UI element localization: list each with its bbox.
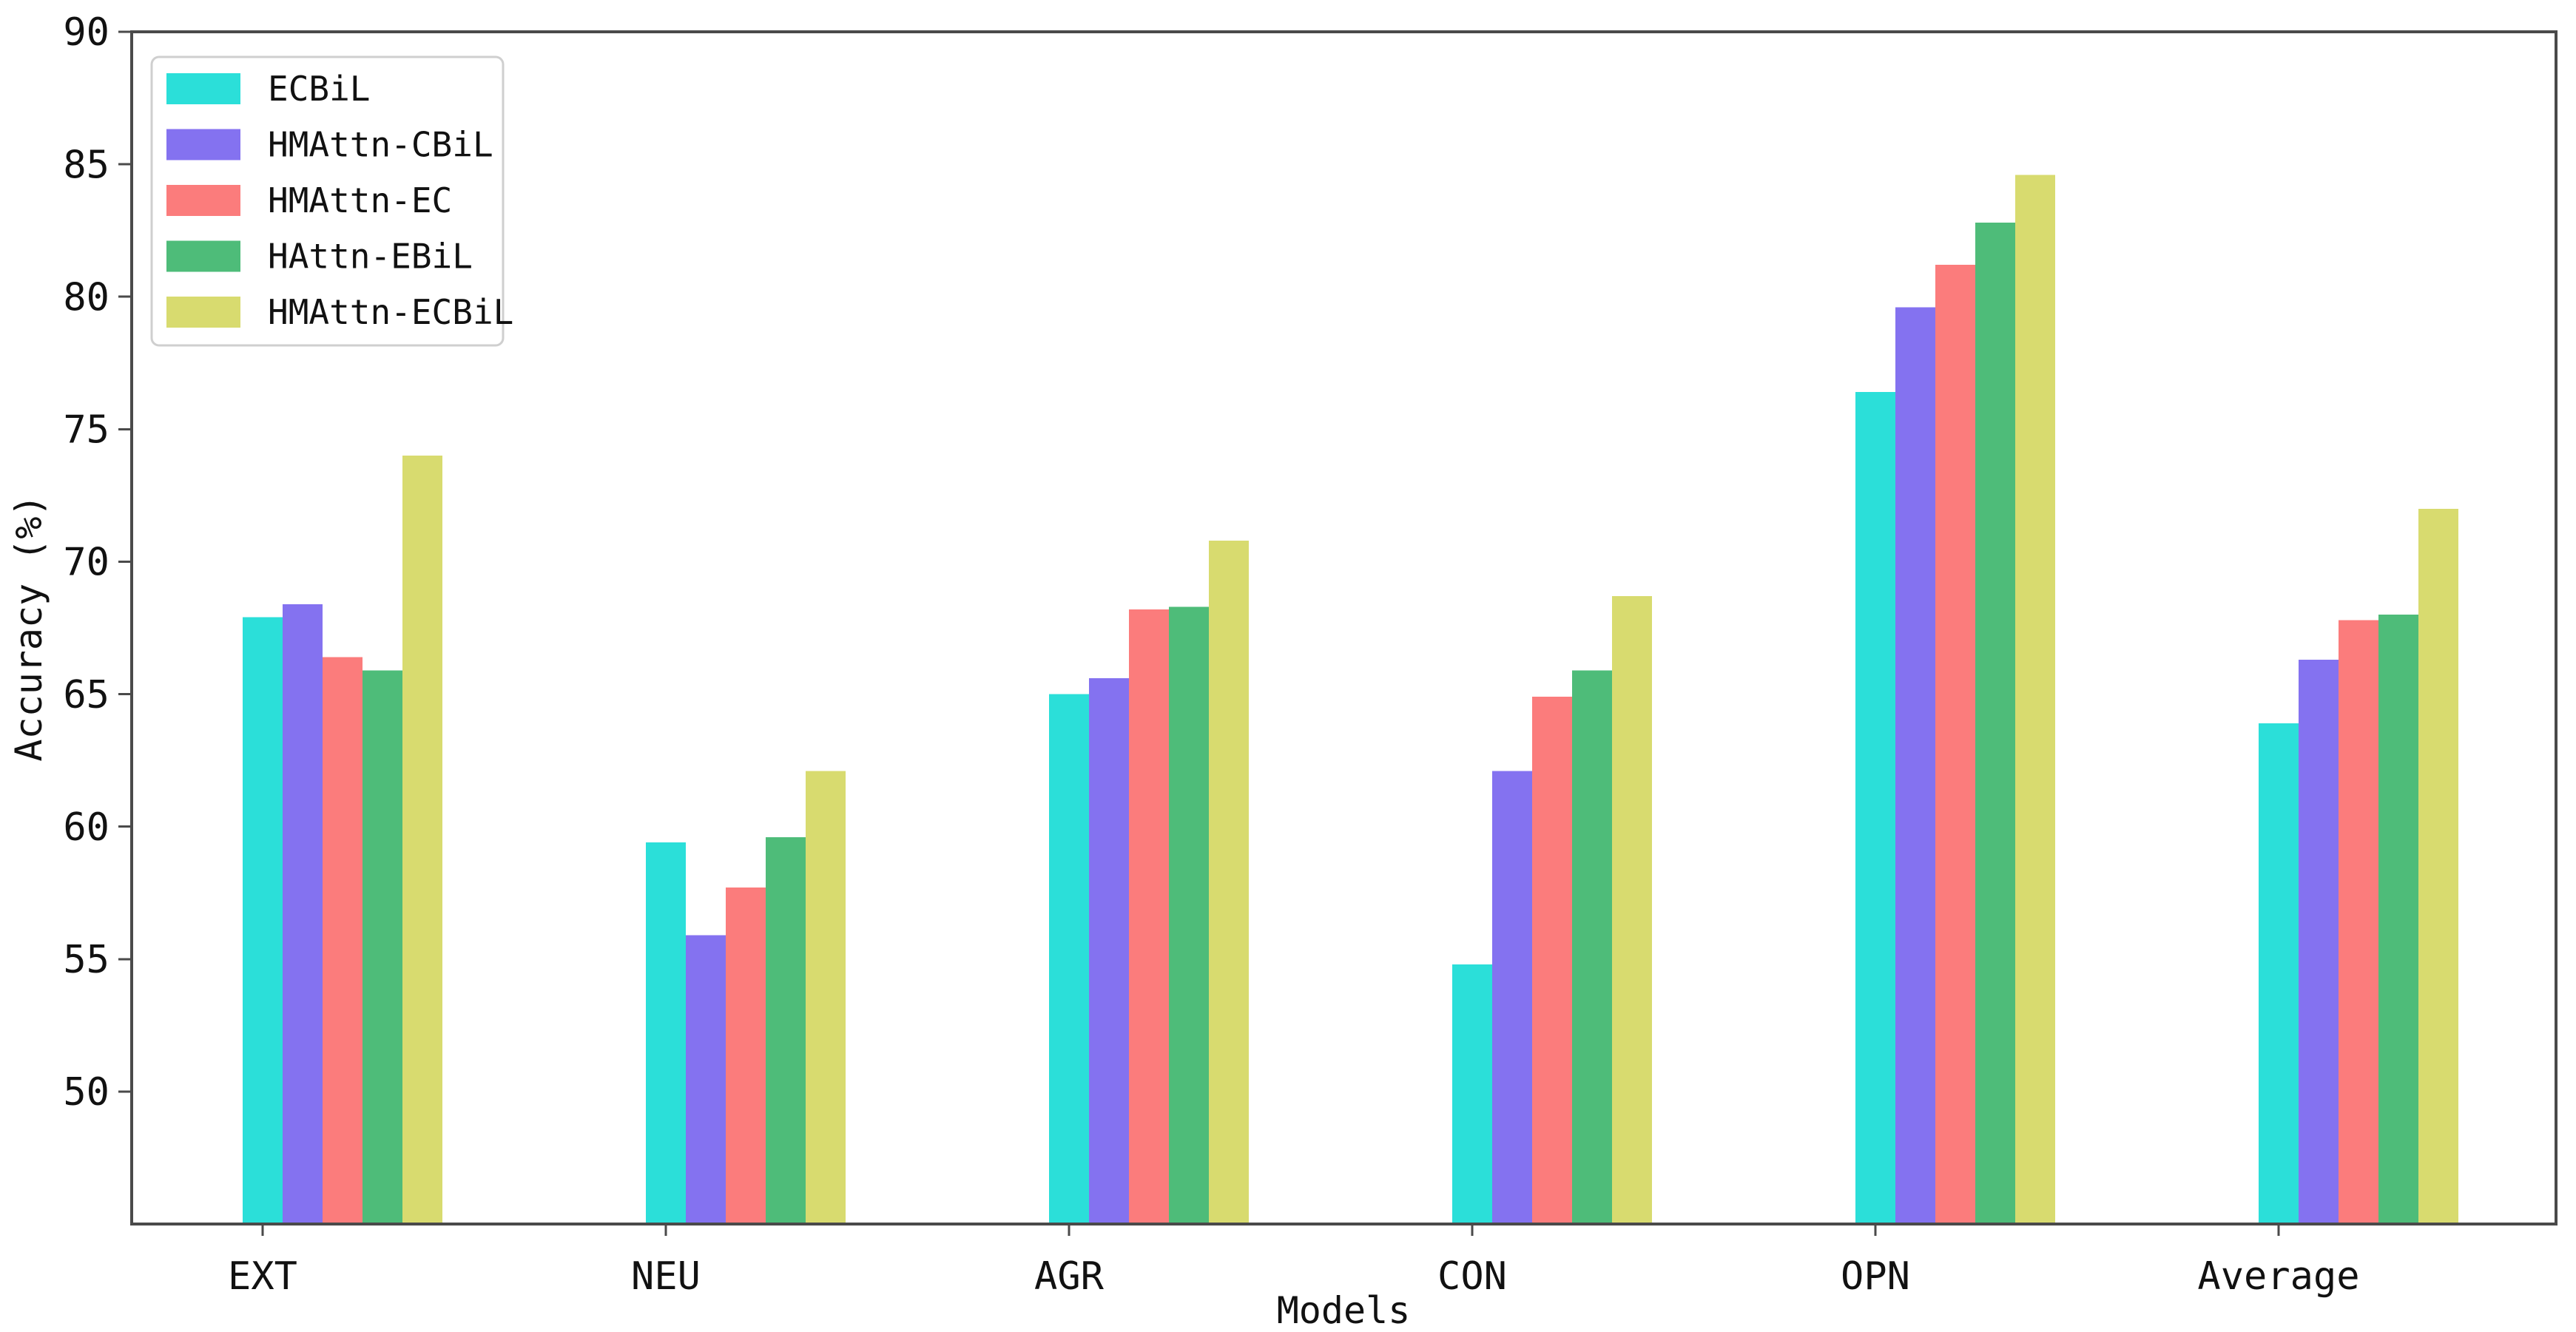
bar-HMAttn-CBiL-NEU — [686, 935, 726, 1224]
bar-HAttn-EBiL-EXT — [363, 670, 402, 1224]
y-tick-label: 75 — [63, 408, 109, 453]
bar-HMAttn-EC-Average — [2339, 620, 2378, 1224]
x-tick-label: AGR — [1034, 1254, 1105, 1299]
bar-HMAttn-ECBiL-NEU — [806, 771, 846, 1224]
bar-HAttn-EBiL-CON — [1572, 670, 1612, 1224]
bar-HMAttn-EC-OPN — [1935, 265, 1975, 1224]
bar-HMAttn-CBiL-EXT — [283, 604, 323, 1224]
bar-ECBiL-Average — [2259, 723, 2299, 1224]
y-tick-label: 60 — [63, 805, 109, 850]
plot-frame — [130, 30, 2558, 1225]
y-axis-title: Accuracy (%) — [7, 494, 50, 761]
legend-box: ECBiL HMAttn-CBiL HMAttn-EC HAttn-EBiL HMAtt… — [150, 55, 513, 347]
bar-HMAttn-ECBiL-AGR — [1209, 540, 1249, 1224]
legend-label: HMAttn-CBiL — [268, 125, 493, 165]
axes-layer: 50 55 60 65 70 75 80 85 90 EXT NEU AGR CON OPN Average — [63, 10, 2558, 1299]
x-tick-label: EXT — [228, 1254, 297, 1299]
bar-ECBiL-EXT — [243, 617, 283, 1224]
bar-ECBiL-CON — [1452, 964, 1492, 1224]
bar-HMAttn-ECBiL-EXT — [402, 456, 442, 1225]
x-tick-label: CON — [1437, 1254, 1507, 1299]
legend-swatch-HAttn-EBiL — [166, 240, 240, 272]
bar-HMAttn-ECBiL-CON — [1612, 596, 1652, 1224]
y-tick-label: 80 — [63, 275, 109, 320]
bar-HMAttn-EC-AGR — [1129, 609, 1169, 1224]
x-tick-label: Average — [2197, 1254, 2359, 1299]
x-tick-label: OPN — [1841, 1254, 1910, 1299]
y-tick-label: 65 — [63, 673, 109, 717]
y-tick-label: 90 — [63, 10, 109, 55]
bar-HMAttn-CBiL-AGR — [1089, 678, 1129, 1224]
legend-label: HMAttn-ECBiL — [268, 292, 513, 332]
bar-HAttn-EBiL-AGR — [1169, 606, 1209, 1224]
y-tick-label: 85 — [63, 143, 109, 187]
legend-swatch-HMAttn-ECBiL — [166, 297, 240, 328]
bar-HMAttn-ECBiL-OPN — [2015, 175, 2055, 1225]
bar-HAttn-EBiL-Average — [2378, 615, 2418, 1224]
bar-HMAttn-EC-CON — [1532, 697, 1572, 1224]
legend-swatch-ECBiL — [166, 73, 240, 104]
x-axis-title: Models — [1277, 1289, 1411, 1332]
legend-label: HAttn-EBiL — [268, 237, 473, 277]
bar-HMAttn-EC-NEU — [726, 888, 766, 1224]
bar-HAttn-EBiL-NEU — [766, 836, 806, 1224]
bar-HMAttn-ECBiL-Average — [2418, 508, 2458, 1224]
y-tick-label: 70 — [63, 541, 109, 585]
x-tick-label: NEU — [631, 1254, 701, 1299]
bar-HMAttn-CBiL-Average — [2299, 659, 2339, 1224]
legend-label: ECBiL — [268, 69, 370, 109]
bar-ECBiL-NEU — [646, 842, 686, 1224]
bar-HMAttn-EC-EXT — [323, 657, 363, 1224]
bar-HAttn-EBiL-OPN — [1975, 222, 2015, 1224]
bar-ECBiL-OPN — [1855, 392, 1895, 1224]
bars-layer — [243, 175, 2458, 1225]
legend-swatch-HMAttn-EC — [166, 185, 240, 216]
bar-HMAttn-CBiL-OPN — [1895, 307, 1935, 1224]
legend-swatch-HMAttn-CBiL — [166, 129, 240, 160]
y-tick-label: 50 — [63, 1070, 109, 1115]
y-tick-label: 55 — [63, 938, 109, 982]
bar-ECBiL-AGR — [1049, 694, 1089, 1224]
legend-label: HMAttn-EC — [268, 180, 452, 220]
bar-HMAttn-CBiL-CON — [1492, 771, 1532, 1224]
